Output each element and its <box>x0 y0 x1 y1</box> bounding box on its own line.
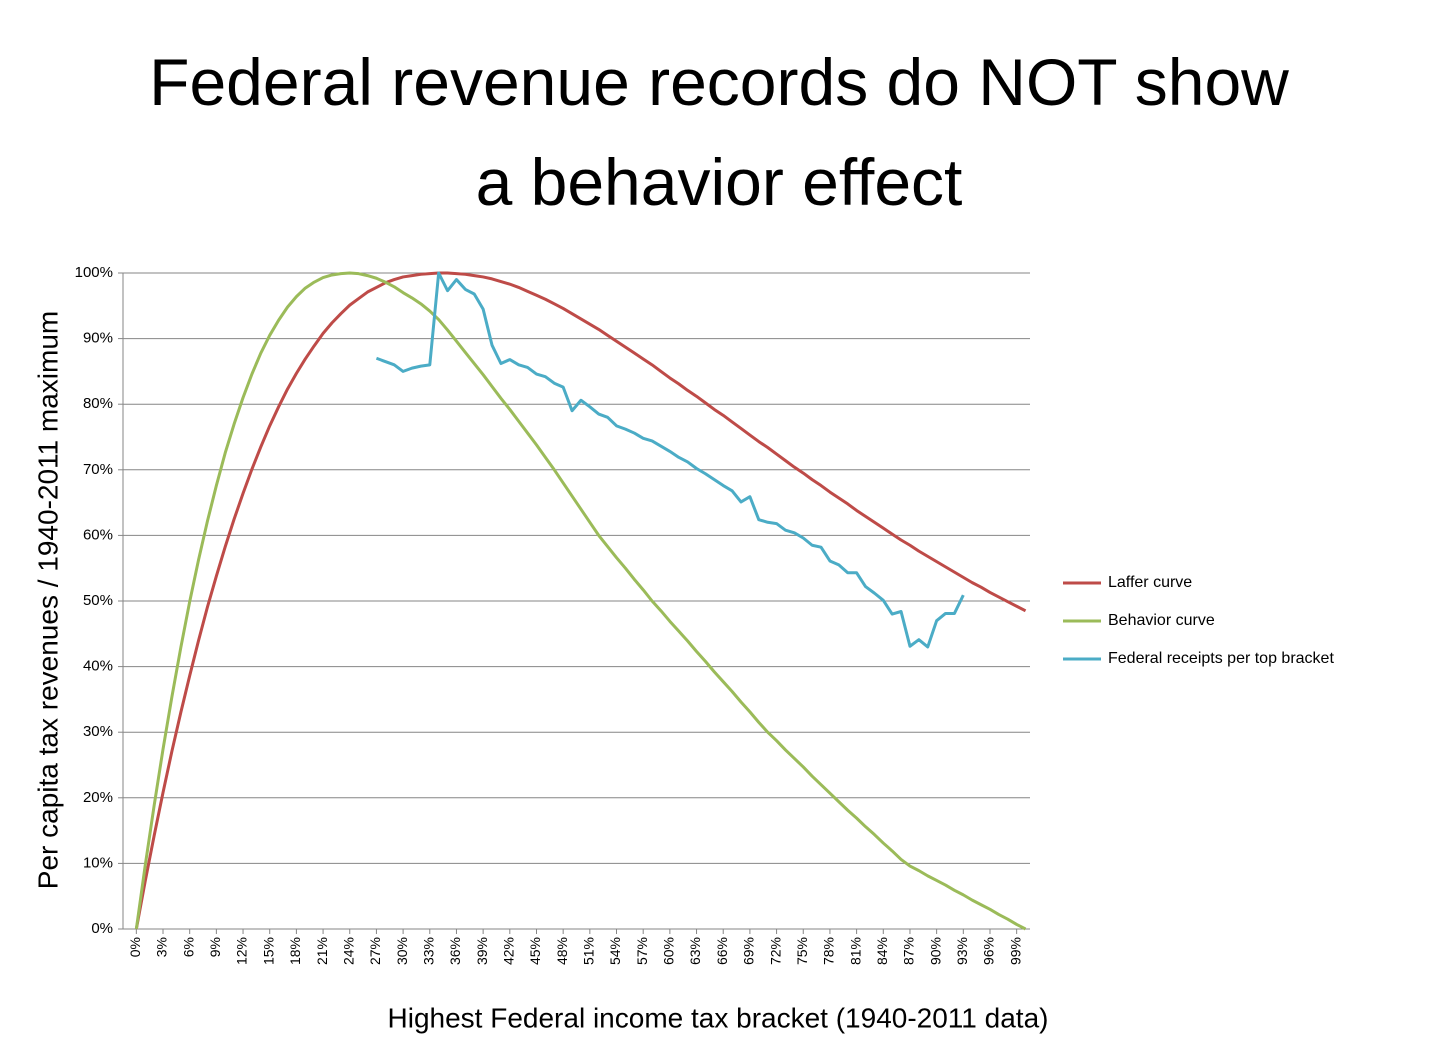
x-tick-label: 78% <box>821 937 837 965</box>
line-series <box>134 271 1027 930</box>
x-tick-label: 81% <box>847 937 863 965</box>
y-tick-label: 50% <box>83 592 113 609</box>
x-tick-label: 24% <box>340 937 356 965</box>
x-tick-label: 63% <box>687 937 703 965</box>
y-tick-label: 20% <box>83 789 113 806</box>
x-tick-label: 27% <box>367 937 383 965</box>
x-tick-label: 12% <box>234 937 250 965</box>
y-axis-label: Per capita tax revenues / 1940-2011 maxi… <box>32 311 63 889</box>
x-tick-label: 0% <box>127 937 143 957</box>
x-tick-label: 42% <box>501 937 517 965</box>
x-tick-label: 6% <box>180 937 196 957</box>
x-tick-label: 69% <box>741 937 757 965</box>
x-tick-label: 66% <box>714 937 730 965</box>
x-tick-label: 96% <box>981 937 997 965</box>
legend-label: Laffer curve <box>1108 574 1192 591</box>
x-tick-label: 30% <box>394 937 410 965</box>
line-series <box>134 271 1027 931</box>
x-tick-label: 93% <box>954 937 970 965</box>
x-axis-label: Highest Federal income tax bracket (1940… <box>388 1002 1049 1033</box>
x-tick-label: 48% <box>554 937 570 965</box>
legend-label: Behavior curve <box>1108 612 1215 629</box>
y-tick-label: 100% <box>75 264 113 281</box>
x-tick-label: 45% <box>527 937 543 965</box>
y-tick-label: 40% <box>83 658 113 675</box>
x-tick-label: 75% <box>794 937 810 965</box>
x-tick-label: 60% <box>661 937 677 965</box>
x-tick-label: 18% <box>287 937 303 965</box>
x-tick-label: 90% <box>927 937 943 965</box>
x-tick-label: 33% <box>420 937 436 965</box>
x-tick-label: 3% <box>154 937 170 957</box>
x-tick-label: 72% <box>767 937 783 965</box>
x-tick-label: 57% <box>634 937 650 965</box>
x-tick-label: 84% <box>874 937 890 965</box>
y-tick-label: 60% <box>83 526 113 543</box>
y-tick-label: 30% <box>83 723 113 740</box>
x-tick-label: 39% <box>474 937 490 965</box>
chart-title: Federal revenue records do NOT show a be… <box>149 45 1289 219</box>
legend-label: Federal receipts per top bracket <box>1108 650 1334 667</box>
y-tick-label: 90% <box>83 330 113 347</box>
x-tick-label: 54% <box>607 937 623 965</box>
y-tick-label: 70% <box>83 461 113 478</box>
line-series <box>375 271 965 649</box>
x-tick-label: 36% <box>447 937 463 965</box>
y-tick-label: 10% <box>83 854 113 871</box>
y-tick-label: 80% <box>83 395 113 412</box>
x-tick-label: 21% <box>314 937 330 965</box>
y-tick-label: 0% <box>91 920 113 937</box>
x-tick-label: 99% <box>1007 937 1023 965</box>
x-tick-label: 87% <box>901 937 917 965</box>
x-tick-label: 51% <box>581 937 597 965</box>
x-tick-label: 9% <box>207 937 223 957</box>
x-tick-label: 15% <box>260 937 276 965</box>
